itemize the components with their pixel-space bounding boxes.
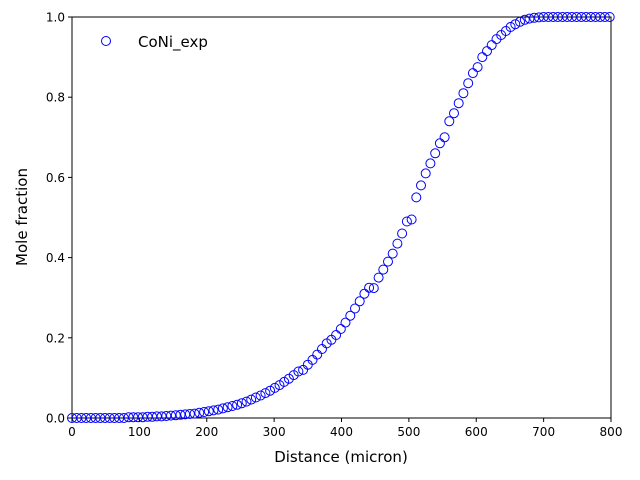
data-point <box>524 13 535 24</box>
data-point <box>227 401 238 411</box>
data-point <box>236 398 247 409</box>
data-point <box>189 408 200 419</box>
data-point <box>519 14 530 25</box>
data-point <box>458 88 469 99</box>
data-point <box>515 16 525 27</box>
data-point <box>482 46 492 57</box>
data-point <box>373 272 384 283</box>
data-point <box>397 228 408 239</box>
plot-frame <box>71 16 612 419</box>
data-point <box>368 283 379 294</box>
data-point <box>312 349 323 360</box>
x-tick-label: 500 <box>397 425 420 439</box>
data-point <box>213 404 224 415</box>
data-point <box>449 108 459 119</box>
x-tick-label: 700 <box>532 425 555 439</box>
data-point <box>161 411 172 421</box>
data-points <box>67 12 615 423</box>
x-tick-label: 100 <box>128 425 151 439</box>
data-point <box>383 256 393 267</box>
data-point <box>293 366 304 377</box>
data-point <box>378 264 389 275</box>
legend-marker-icon <box>101 36 111 46</box>
data-point <box>453 98 464 109</box>
data-point <box>486 40 497 51</box>
x-tick-label: 300 <box>263 425 286 439</box>
y-tick-label: 0.8 <box>46 91 65 105</box>
data-point <box>420 168 431 179</box>
legend: CoNi_exp <box>101 33 208 52</box>
data-point <box>463 78 474 89</box>
data-point <box>477 52 488 63</box>
data-point <box>406 214 417 225</box>
data-point <box>444 116 455 127</box>
data-point <box>260 388 271 399</box>
data-point <box>133 412 143 423</box>
y-tick-label: 0.6 <box>46 171 65 185</box>
y-tick-label: 0.0 <box>46 412 65 426</box>
data-point <box>241 396 252 407</box>
data-point <box>345 310 356 321</box>
data-point <box>246 394 257 405</box>
data-point <box>255 390 266 401</box>
y-axis-label: Mole fraction <box>13 168 31 266</box>
data-point <box>184 409 195 419</box>
data-point <box>340 317 351 328</box>
y-tick-label: 1.0 <box>46 11 65 25</box>
data-point <box>467 68 478 79</box>
data-point <box>430 148 441 159</box>
data-point <box>392 238 403 249</box>
x-tick-label: 800 <box>600 425 623 439</box>
data-point <box>599 12 610 22</box>
data-point <box>416 180 426 191</box>
x-axis-label: Distance (micron) <box>274 448 408 466</box>
data-point <box>434 138 445 149</box>
data-point <box>510 19 521 30</box>
data-point <box>194 407 205 418</box>
data-point <box>350 303 360 314</box>
data-point <box>217 403 228 414</box>
data-point <box>166 410 176 421</box>
data-point <box>232 399 243 410</box>
legend-label: CoNi_exp <box>138 33 208 52</box>
x-axis-ticks: 0 100 200 300 400 500 600 700 800 <box>68 418 622 439</box>
data-point <box>359 288 370 299</box>
data-point <box>137 412 148 423</box>
data-point <box>250 392 261 403</box>
y-tick-label: 0.2 <box>46 331 65 345</box>
data-point <box>335 324 346 334</box>
data-point <box>439 132 450 143</box>
y-axis-ticks: 0.0 0.2 0.4 0.6 0.8 1.0 <box>46 11 72 426</box>
x-tick-label: 0 <box>68 425 76 439</box>
data-point <box>208 405 219 416</box>
data-point <box>222 402 233 413</box>
x-tick-label: 600 <box>465 425 488 439</box>
data-point <box>401 216 412 227</box>
data-point <box>411 192 422 203</box>
y-tick-label: 0.4 <box>46 251 65 265</box>
data-point <box>604 12 615 22</box>
x-tick-label: 200 <box>195 425 218 439</box>
x-tick-label: 400 <box>330 425 353 439</box>
data-point <box>387 248 398 259</box>
data-point <box>472 62 483 73</box>
data-point <box>203 406 214 417</box>
data-point <box>317 344 327 354</box>
data-point <box>425 158 436 169</box>
data-point <box>364 282 375 293</box>
data-point <box>354 296 365 307</box>
data-point <box>199 407 210 417</box>
